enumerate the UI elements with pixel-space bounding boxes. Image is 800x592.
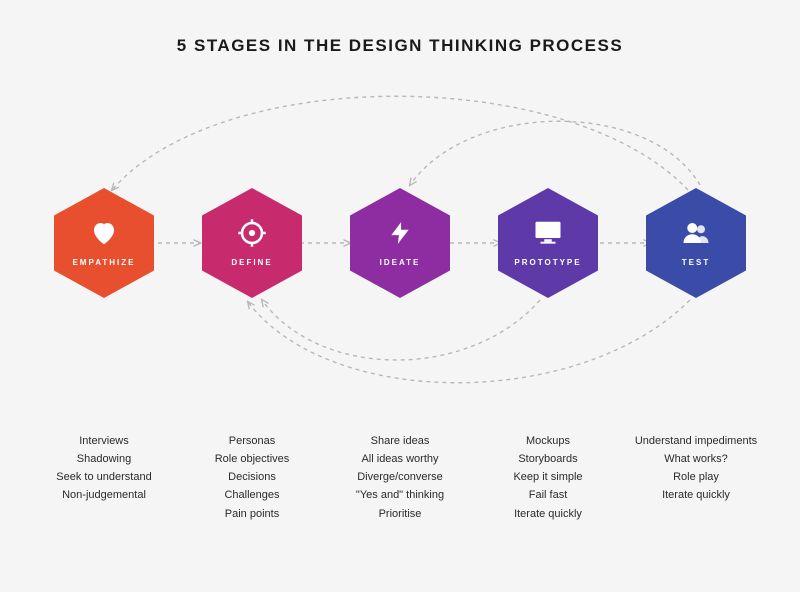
- bolt-icon: [383, 216, 417, 250]
- arrow-feedback-prototype-define: [262, 300, 540, 360]
- stage-label: DEFINE: [231, 258, 272, 267]
- bullet-item: What works?: [626, 450, 766, 468]
- stage-define: DEFINE: [197, 188, 307, 298]
- bullet-item: Decisions: [182, 468, 322, 486]
- bullet-item: Interviews: [34, 432, 174, 450]
- bullet-item: Iterate quickly: [626, 486, 766, 504]
- bullets-row: InterviewsShadowingSeek to understandNon…: [0, 432, 800, 523]
- users-icon: [679, 216, 713, 250]
- hexagon-empathize: EMPATHIZE: [54, 188, 154, 298]
- bullet-item: Role play: [626, 468, 766, 486]
- bullets-prototype: MockupsStoryboardsKeep it simpleFail fas…: [478, 432, 618, 523]
- hexagon-define: DEFINE: [202, 188, 302, 298]
- stage-row: EMPATHIZE DEFINE IDEATE PROTOTYPE TEST: [0, 188, 800, 298]
- bullet-item: Non-judgemental: [34, 486, 174, 504]
- heart-icon: [87, 216, 121, 250]
- monitor-icon: [531, 216, 565, 250]
- stage-test: TEST: [641, 188, 751, 298]
- bullets-define: PersonasRole objectivesDecisionsChalleng…: [182, 432, 322, 523]
- page-title: 5 STAGES IN THE DESIGN THINKING PROCESS: [0, 0, 800, 56]
- stage-prototype: PROTOTYPE: [493, 188, 603, 298]
- bullet-item: Personas: [182, 432, 322, 450]
- bullets-ideate: Share ideasAll ideas worthyDiverge/conve…: [330, 432, 470, 523]
- bullet-item: Keep it simple: [478, 468, 618, 486]
- bullet-item: Role objectives: [182, 450, 322, 468]
- bullet-item: Prioritise: [330, 505, 470, 523]
- bullets-empathize: InterviewsShadowingSeek to understandNon…: [34, 432, 174, 523]
- stage-empathize: EMPATHIZE: [49, 188, 159, 298]
- bullet-item: Pain points: [182, 505, 322, 523]
- bullet-item: Iterate quickly: [478, 505, 618, 523]
- arrow-feedback-test-empathize: [112, 96, 688, 190]
- bullet-item: Storyboards: [478, 450, 618, 468]
- target-icon: [235, 216, 269, 250]
- arrow-feedback-test-ideate: [410, 121, 700, 185]
- hexagon-test: TEST: [646, 188, 746, 298]
- bullet-item: Shadowing: [34, 450, 174, 468]
- bullet-item: Challenges: [182, 486, 322, 504]
- bullet-item: Fail fast: [478, 486, 618, 504]
- stage-label: EMPATHIZE: [72, 258, 135, 267]
- stage-label: IDEATE: [380, 258, 421, 267]
- stage-label: PROTOTYPE: [514, 258, 581, 267]
- bullet-item: Understand impediments: [626, 432, 766, 450]
- bullet-item: Mockups: [478, 432, 618, 450]
- stage-label: TEST: [682, 258, 710, 267]
- bullet-item: All ideas worthy: [330, 450, 470, 468]
- stage-ideate: IDEATE: [345, 188, 455, 298]
- hexagon-ideate: IDEATE: [350, 188, 450, 298]
- arrow-feedback-test-define: [248, 300, 690, 383]
- bullet-item: "Yes and" thinking: [330, 486, 470, 504]
- hexagon-prototype: PROTOTYPE: [498, 188, 598, 298]
- bullet-item: Seek to understand: [34, 468, 174, 486]
- bullet-item: Share ideas: [330, 432, 470, 450]
- bullets-test: Understand impedimentsWhat works?Role pl…: [626, 432, 766, 523]
- bullet-item: Diverge/converse: [330, 468, 470, 486]
